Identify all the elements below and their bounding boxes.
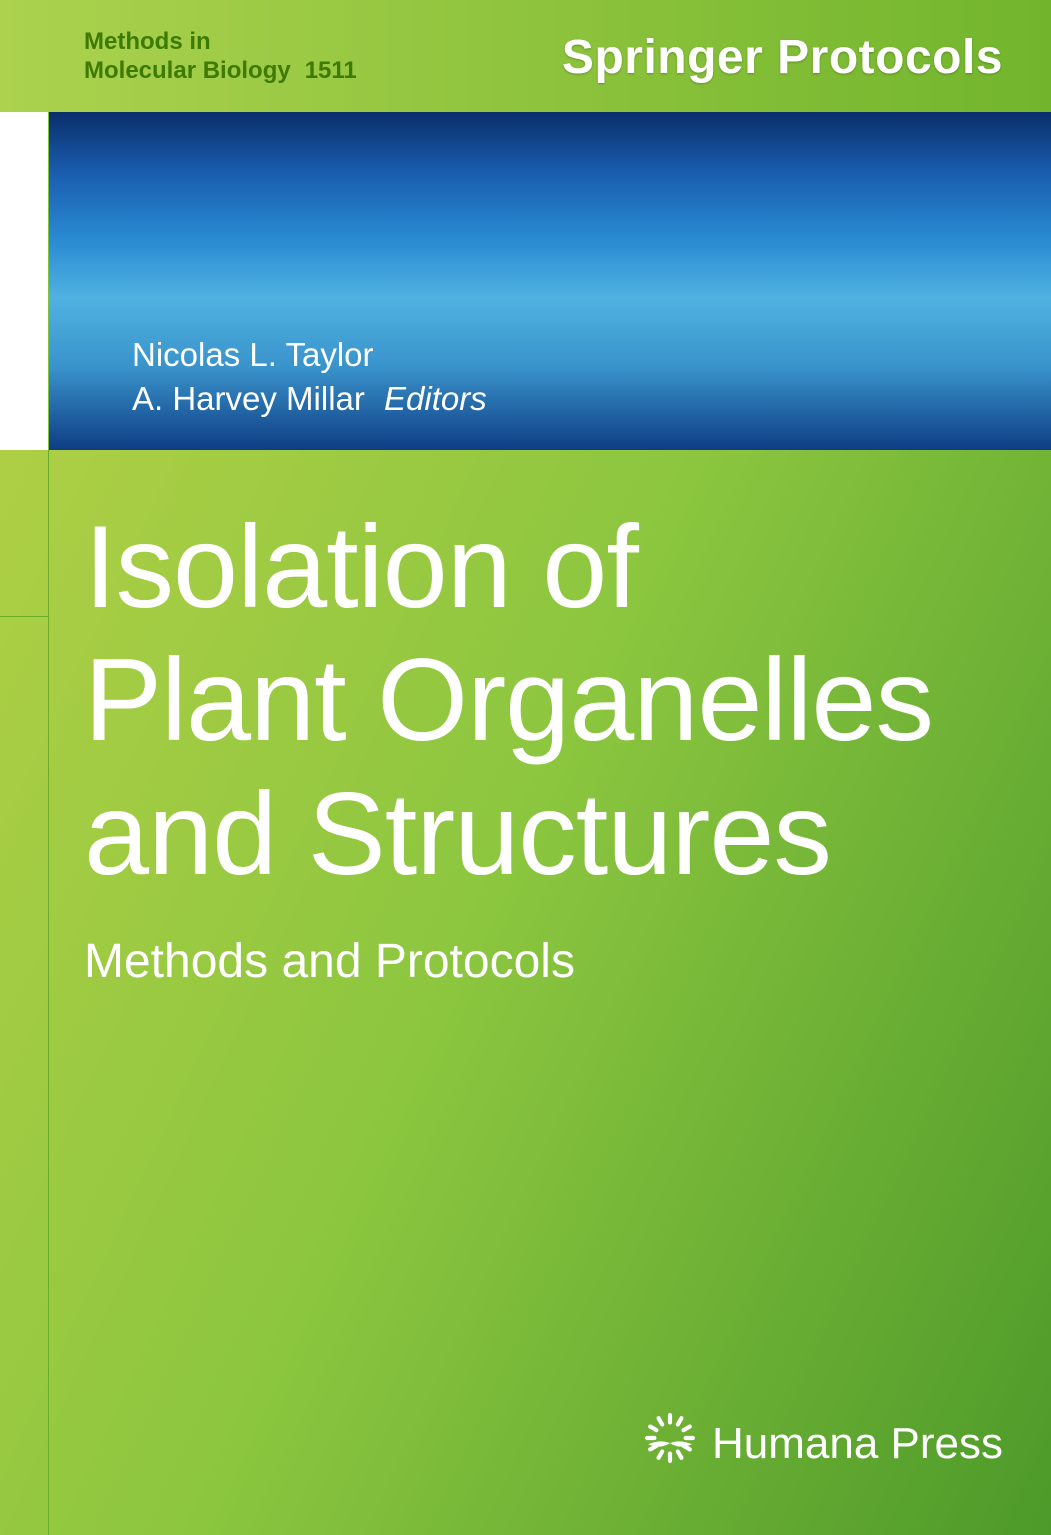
publisher-name: Humana Press <box>712 1419 1003 1469</box>
title-line2: Plant Organelles <box>84 633 1003 766</box>
editor-2: A. Harvey Millar <box>132 380 365 417</box>
title-line1: Isolation of <box>84 500 1003 633</box>
series-name-line2-text: Molecular Biology <box>84 57 291 84</box>
editor-1: Nicolas L. Taylor <box>132 333 487 378</box>
series-block: Methods in Molecular Biology 1511 <box>84 28 357 86</box>
flower-asterisk-icon <box>644 1412 696 1475</box>
brand-label: Springer Protocols <box>562 30 1003 85</box>
subtitle: Methods and Protocols <box>84 934 1003 989</box>
left-rule-top <box>48 112 49 450</box>
title-block: Isolation of Plant Organelles and Struct… <box>84 500 1003 989</box>
left-tick <box>0 616 48 617</box>
editor-2-line: A. Harvey Millar Editors <box>132 377 487 422</box>
left-rule-bottom <box>48 450 49 1535</box>
blue-panel: Nicolas L. Taylor A. Harvey Millar Edito… <box>48 112 1051 450</box>
editor-role: Editors <box>384 380 487 417</box>
title-line3: and Structures <box>84 767 1003 900</box>
publisher-block: Humana Press <box>644 1412 1003 1475</box>
series-volume: 1511 <box>305 57 357 84</box>
book-cover: Methods in Molecular Biology 1511 Springe… <box>0 0 1051 1535</box>
header-strip: Methods in Molecular Biology 1511 Springe… <box>0 0 1051 112</box>
series-name-line2: Molecular Biology 1511 <box>84 57 357 86</box>
series-name-line1: Methods in <box>84 28 357 57</box>
editors-block: Nicolas L. Taylor A. Harvey Millar Edito… <box>132 333 487 422</box>
main-title: Isolation of Plant Organelles and Struct… <box>84 500 1003 900</box>
